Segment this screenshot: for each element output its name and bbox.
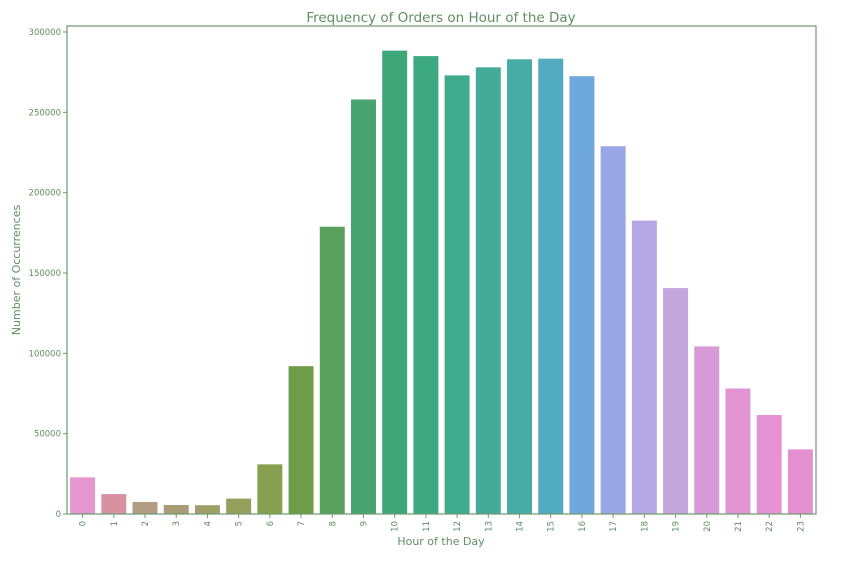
bar-hour-10: [382, 50, 408, 515]
x-tick-label: 20: [703, 521, 713, 532]
y-tick-label: 0: [56, 510, 61, 520]
bar-hour-13: [475, 67, 501, 514]
bar-hour-6: [257, 464, 283, 514]
x-tick-label: 18: [640, 521, 650, 532]
x-tick-label: 4: [203, 521, 213, 526]
bar-hour-8: [319, 226, 345, 514]
x-tick-label: 2: [141, 521, 151, 526]
x-tick-label: 8: [328, 521, 338, 526]
x-tick-label: 1: [110, 521, 120, 526]
y-tick-label: 150000: [29, 269, 61, 279]
x-tick-label: 16: [578, 521, 588, 532]
bar-hour-11: [413, 56, 439, 514]
bar-hour-4: [194, 505, 220, 514]
y-tick-label: 200000: [29, 189, 61, 199]
bar-hour-21: [725, 388, 751, 514]
bar-hour-9: [350, 99, 376, 514]
y-axis: 0 50000 100000 150000 200000 250000 300000: [29, 28, 67, 520]
plot-frame: [66, 25, 817, 515]
x-tick-label: 7: [297, 521, 307, 526]
x-tick-label: 12: [453, 521, 463, 532]
x-tick-label: 21: [734, 521, 744, 532]
x-tick-label: 9: [359, 521, 369, 526]
x-tick-label: 22: [765, 521, 775, 532]
bar-hour-22: [756, 415, 782, 514]
bar-hour-17: [600, 146, 626, 514]
x-tick-label: 10: [391, 521, 401, 532]
bars-group: [70, 50, 813, 515]
y-tick-label: 250000: [29, 108, 61, 118]
bar-hour-14: [507, 59, 533, 515]
y-tick-label: 300000: [29, 28, 61, 38]
x-tick-label: 6: [266, 521, 276, 526]
y-tick-label: 100000: [29, 349, 61, 359]
y-axis-label: Number of Occurrences: [10, 205, 23, 336]
x-tick-label: 13: [484, 521, 494, 532]
bar-hour-7: [288, 366, 314, 514]
x-tick-label: 5: [235, 521, 245, 526]
bar-hour-15: [538, 58, 564, 515]
x-tick-label: 0: [79, 521, 89, 526]
bar-hour-3: [163, 505, 189, 514]
y-tick-label: 50000: [34, 430, 61, 440]
x-axis-label: Hour of the Day: [397, 535, 485, 548]
bar-hour-19: [663, 288, 689, 514]
bar-hour-5: [226, 498, 252, 514]
bar-hour-1: [101, 494, 127, 514]
x-tick-label: 19: [672, 521, 682, 532]
bar-hour-23: [787, 449, 813, 514]
bar-hour-18: [631, 220, 657, 514]
bar-hour-12: [444, 75, 470, 514]
x-tick-label: 11: [422, 521, 432, 532]
bar-hour-16: [569, 76, 595, 514]
bar-hour-2: [132, 501, 158, 514]
x-tick-label: 15: [547, 521, 557, 532]
x-tick-label: 17: [609, 521, 619, 532]
bar-hour-20: [694, 346, 720, 514]
x-tick-label: 3: [172, 521, 182, 526]
chart-title: Frequency of Orders on Hour of the Day: [306, 10, 575, 26]
bar-hour-0: [70, 477, 96, 514]
x-axis: 0 1 2 3 4 5 6 7 8 9 10 11 12 13 14 15 16 17 18 19 20 21 22 23: [79, 514, 806, 532]
x-tick-label: 23: [796, 521, 806, 532]
x-tick-label: 14: [516, 521, 526, 532]
